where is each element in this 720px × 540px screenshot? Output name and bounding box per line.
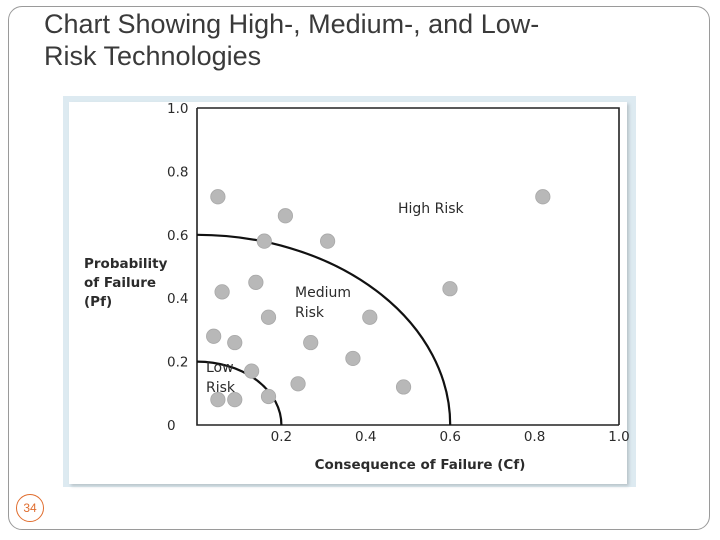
- axis-frame: [196, 108, 619, 426]
- data-point: [210, 189, 226, 205]
- risk-region-label: Risk: [295, 305, 325, 321]
- slide-frame: [8, 6, 710, 530]
- data-point: [303, 334, 319, 351]
- risk-boundary-arc: [196, 233, 452, 426]
- data-point: [227, 334, 243, 351]
- risk-region-label: High Risk: [398, 201, 465, 217]
- page-number: 34: [23, 501, 37, 515]
- data-point: [362, 309, 378, 325]
- y-tick-label: 0.4: [167, 291, 188, 307]
- data-point: [395, 379, 412, 395]
- data-point: [319, 233, 336, 249]
- risk-region-label: Risk: [206, 380, 236, 396]
- slide-title-line-2: Risk Technologies: [44, 41, 262, 71]
- data-point: [206, 328, 222, 344]
- risk-boundary-arc: [196, 360, 283, 426]
- data-point: [260, 388, 277, 405]
- y-tick-label: 0.6: [167, 228, 188, 244]
- y-axis-label: Probability: [84, 256, 168, 272]
- data-point: [244, 363, 260, 379]
- x-tick-label: 0.8: [524, 429, 545, 445]
- data-point: [535, 189, 551, 205]
- x-tick-label: 0.6: [439, 429, 460, 445]
- y-tick-label: 0: [167, 418, 176, 434]
- risk-boundaries: [196, 233, 452, 426]
- x-axis-label: Consequence of Failure (Cf): [315, 457, 526, 473]
- data-point: [214, 284, 230, 300]
- data-point: [345, 350, 361, 367]
- data-point: [260, 309, 277, 325]
- data-point: [442, 281, 458, 297]
- y-axis-label: (Pf): [84, 294, 112, 310]
- y-tick-label: 0.2: [167, 355, 188, 371]
- slide-title-line-1: Chart Showing High-, Medium-, and Low-: [44, 9, 540, 39]
- x-tick-label: 1.0: [608, 429, 629, 445]
- axis-frame-outer: [197, 107, 620, 425]
- page-number-badge: 34: [16, 494, 44, 522]
- data-point: [248, 274, 264, 290]
- data-point: [256, 233, 272, 249]
- x-tick-label: 0.4: [355, 429, 376, 445]
- x-tick-label: 0.2: [271, 429, 292, 445]
- chart-labels: 0 0.2 0.4 0.6 0.8 1.0 0.2 0.4 0.6 0.8 1.0 Consequen…: [84, 101, 630, 473]
- data-point: [210, 392, 226, 408]
- risk-region-label: Medium: [295, 285, 351, 301]
- axes: [196, 107, 620, 426]
- y-tick-label: 0.8: [167, 164, 188, 180]
- data-point: [290, 376, 306, 392]
- plot-card: [69, 102, 627, 484]
- data-point: [227, 392, 243, 408]
- y-axis-label: of Failure: [84, 275, 156, 291]
- data-points: [206, 189, 551, 408]
- data-point: [277, 208, 293, 224]
- risk-region-label: Low: [206, 360, 234, 376]
- slide-title: Chart Showing High-, Medium-, and Low- R…: [44, 8, 664, 72]
- y-tick-label: 1.0: [167, 101, 188, 117]
